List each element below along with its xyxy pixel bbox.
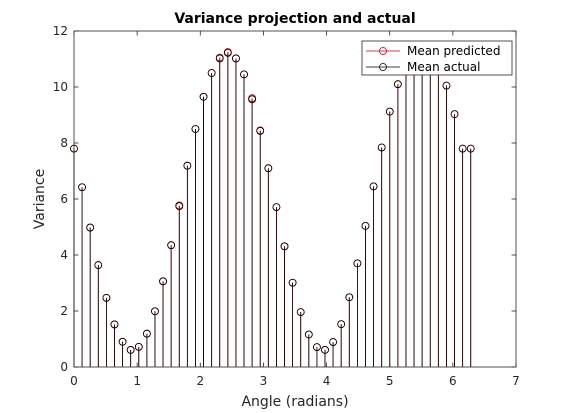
x-axis-label: Angle (radians) (241, 394, 348, 410)
marker-mean-actual (240, 70, 248, 79)
marker-mean-actual (86, 223, 95, 232)
legend-marker-mean-actual (379, 63, 387, 71)
x-tick-label: 5 (386, 374, 394, 388)
marker-mean-actual (442, 81, 451, 90)
marker-mean-actual (102, 293, 111, 302)
marker-mean-actual (272, 203, 281, 212)
marker-mean-actual (466, 144, 475, 153)
x-tick-label: 3 (260, 374, 268, 388)
marker-mean-actual (288, 278, 297, 287)
marker-mean-actual (377, 143, 386, 152)
legend-box (361, 40, 513, 76)
marker-mean-actual (280, 242, 289, 251)
x-tick-label: 4 (323, 374, 331, 388)
marker-mean-actual (134, 342, 143, 351)
y-axis-label: Variance (32, 169, 48, 229)
y-tick-label: 2 (60, 304, 68, 318)
x-tick-label: 2 (196, 374, 204, 388)
marker-mean-actual (142, 329, 151, 338)
marker-mean-actual (207, 69, 216, 77)
y-tick-label: 4 (60, 248, 68, 262)
marker-mean-actual (329, 338, 337, 346)
marker-mean-actual (450, 110, 459, 119)
marker-mean-actual (256, 127, 265, 135)
marker-mean-actual (321, 346, 329, 354)
marker-mean-actual (458, 144, 467, 153)
marker-mean-actual (110, 320, 119, 329)
marker-mean-actual (296, 308, 305, 317)
marker-mean-actual (248, 95, 257, 104)
marker-mean-actual (312, 343, 321, 352)
legend-entry-mean-predicted: Mean predicted (407, 44, 500, 58)
legend-entry-mean-actual: Mean actual (407, 60, 480, 74)
y-tick-label: 8 (60, 136, 68, 150)
marker-mean-actual (126, 346, 135, 354)
marker-mean-actual (223, 48, 232, 57)
marker-mean-actual (361, 221, 370, 230)
marker-mean-actual (78, 183, 86, 192)
legend: Mean predicted Mean actual (361, 40, 513, 76)
marker-mean-actual (353, 259, 362, 268)
y-tick-label: 6 (60, 192, 68, 206)
marker-mean-actual (183, 161, 192, 170)
x-tick-label: 1 (133, 374, 141, 388)
x-tick-label: 7 (512, 374, 520, 388)
stem-lines (73, 45, 472, 367)
y-tick-label: 12 (53, 24, 68, 38)
marker-mean-actual (191, 125, 200, 133)
x-tick-label: 6 (449, 374, 457, 388)
marker-mean-actual (118, 337, 127, 346)
marker-mean-actual (175, 202, 184, 211)
marker-mean-actual (232, 54, 240, 63)
marker-mean-actual (159, 277, 167, 286)
marker-mean-actual (215, 54, 224, 63)
marker-mean-actual (151, 307, 159, 316)
legend-marker-mean-predicted (379, 47, 387, 55)
marker-mean-actual (385, 107, 394, 116)
marker-mean-actual (304, 330, 313, 339)
y-tick-label: 10 (53, 80, 68, 94)
marker-mean-actual (369, 182, 378, 191)
marker-mean-actual (337, 320, 346, 329)
marker-mean-actual (199, 92, 208, 101)
marker-mean-actual (393, 80, 402, 89)
marker-mean-actual (94, 261, 103, 269)
marker-mean-actual (264, 164, 273, 173)
marker-mean-actual (167, 241, 176, 250)
plot-area (74, 31, 516, 367)
marker-mean-actual (345, 293, 354, 302)
x-tick-label: 0 (70, 374, 78, 388)
chart-title: Variance projection and actual (174, 11, 415, 27)
y-tick-label: 0 (60, 360, 68, 374)
